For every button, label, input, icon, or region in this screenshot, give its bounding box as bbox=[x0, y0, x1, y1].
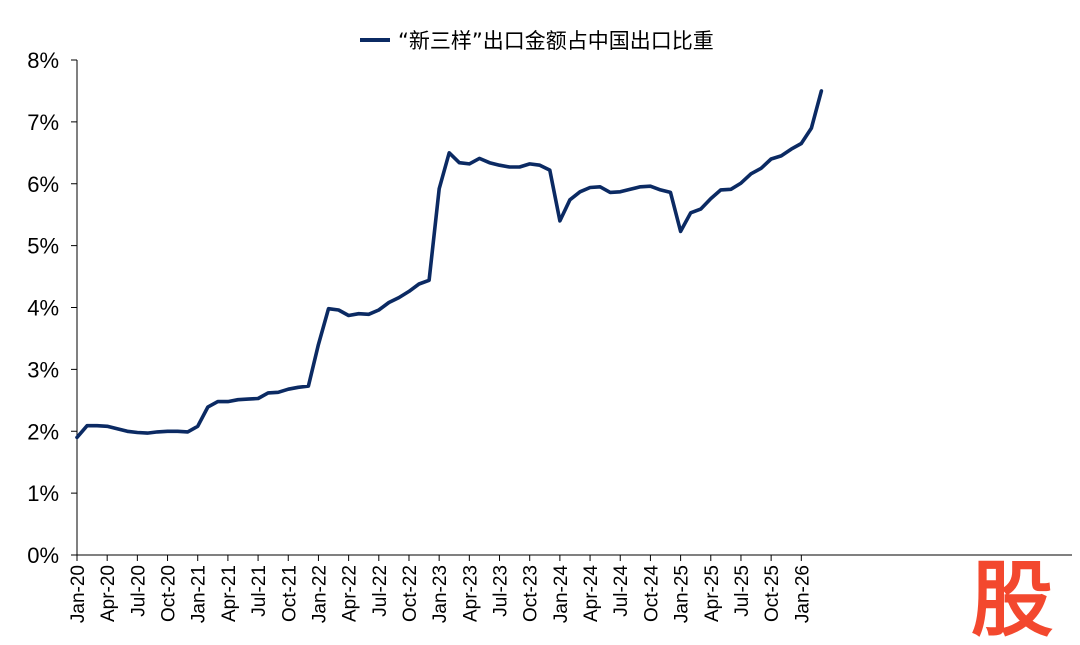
x-tick-label: Oct-20 bbox=[159, 565, 180, 622]
x-tick-label: Jul-21 bbox=[249, 565, 270, 617]
x-tick-label: Jan-24 bbox=[551, 565, 572, 624]
x-tick-label: Jan-23 bbox=[430, 565, 451, 623]
x-tick-label: Apr-24 bbox=[581, 565, 602, 622]
x-tick-label: Jul-22 bbox=[370, 565, 391, 617]
y-tick-label: 5% bbox=[27, 234, 59, 259]
x-tick-label: Oct-25 bbox=[762, 565, 783, 622]
y-ticks: 0% 1% 2% 3% 4% 5% 6% 7% 8% bbox=[27, 48, 77, 568]
y-tick-label: 6% bbox=[27, 172, 59, 197]
x-tick-label: Apr-20 bbox=[98, 565, 119, 622]
x-tick-label: Jan-25 bbox=[672, 565, 693, 623]
y-tick-label: 8% bbox=[27, 48, 59, 73]
x-tick-label: Oct-23 bbox=[521, 565, 542, 622]
x-tick-label: Jan-21 bbox=[189, 565, 210, 623]
x-ticks: Jan-20 Apr-20 Jul-20 Oct-20 Jan-21 Apr-21 Jul-… bbox=[68, 555, 813, 623]
legend: “新三样”出口金额占中国出口比重 bbox=[360, 29, 714, 53]
x-tick-label: Jul-20 bbox=[128, 565, 149, 617]
x-tick-label: Jul-25 bbox=[732, 565, 753, 617]
x-tick-label: Jul-23 bbox=[491, 565, 512, 617]
y-tick-label: 1% bbox=[27, 481, 59, 506]
x-tick-label: Jan-26 bbox=[792, 565, 813, 623]
x-tick-label: Oct-21 bbox=[279, 565, 300, 622]
y-tick-label: 2% bbox=[27, 419, 59, 444]
y-tick-label: 4% bbox=[27, 296, 59, 321]
x-tick-label: Jan-20 bbox=[68, 565, 89, 623]
x-tick-label: Oct-22 bbox=[400, 565, 421, 622]
series-line bbox=[75, 89, 824, 440]
x-tick-label: Apr-22 bbox=[340, 565, 361, 622]
x-tick-label: Apr-23 bbox=[460, 565, 481, 622]
watermark-logo: 股 bbox=[971, 553, 1053, 645]
x-tick-label: Jan-22 bbox=[309, 565, 330, 623]
x-tick-label: Jul-24 bbox=[611, 565, 632, 617]
y-tick-label: 7% bbox=[27, 110, 59, 135]
x-tick-label: Apr-21 bbox=[219, 565, 240, 622]
y-tick-label: 0% bbox=[27, 543, 59, 568]
series-layer bbox=[75, 89, 824, 440]
watermark-glyph: 股 bbox=[971, 553, 1053, 645]
x-tick-label: Apr-25 bbox=[702, 565, 723, 622]
legend-label: “新三样”出口金额占中国出口比重 bbox=[398, 29, 714, 53]
x-tick-label: Oct-24 bbox=[641, 565, 662, 622]
y-tick-label: 3% bbox=[27, 357, 59, 382]
